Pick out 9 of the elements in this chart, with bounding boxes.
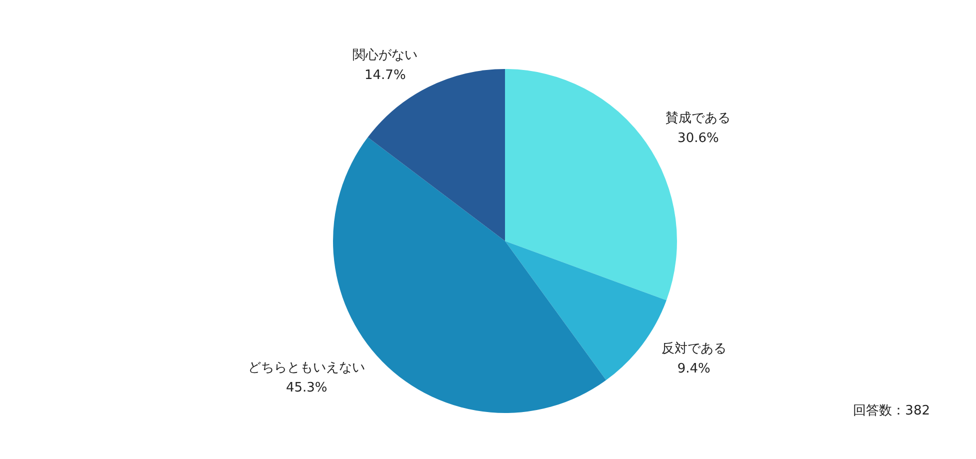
data-label: 9.4%	[677, 362, 710, 377]
data-label: 14.7%	[364, 68, 406, 83]
slice-label: 関心がない	[352, 46, 418, 63]
slice-label: どちらともいえない	[248, 360, 366, 376]
data-label: 30.6%	[678, 131, 719, 146]
slice-label: 反対である	[661, 340, 726, 357]
slice-label: 賛成である	[666, 111, 731, 126]
text: 回答数：382	[853, 403, 930, 418]
data-label: 45.3%	[286, 380, 328, 396]
